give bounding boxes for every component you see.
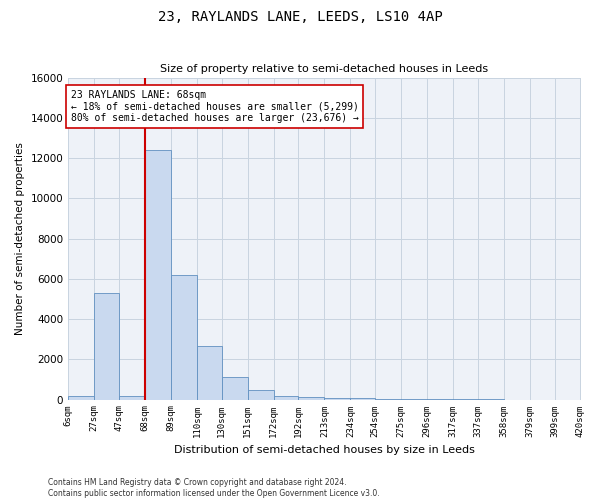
Text: 23, RAYLANDS LANE, LEEDS, LS10 4AP: 23, RAYLANDS LANE, LEEDS, LS10 4AP: [158, 10, 442, 24]
Bar: [350, 398, 375, 400]
Bar: [221, 378, 248, 400]
Bar: [68, 396, 94, 400]
Bar: [248, 390, 274, 400]
Bar: [325, 398, 350, 400]
Text: Contains HM Land Registry data © Crown copyright and database right 2024.
Contai: Contains HM Land Registry data © Crown c…: [48, 478, 380, 498]
Y-axis label: Number of semi-detached properties: Number of semi-detached properties: [15, 142, 25, 335]
Title: Size of property relative to semi-detached houses in Leeds: Size of property relative to semi-detach…: [160, 64, 488, 74]
Bar: [274, 396, 298, 400]
Bar: [197, 346, 221, 400]
Bar: [171, 275, 197, 400]
Bar: [145, 150, 171, 400]
X-axis label: Distribution of semi-detached houses by size in Leeds: Distribution of semi-detached houses by …: [174, 445, 475, 455]
Text: 23 RAYLANDS LANE: 68sqm
← 18% of semi-detached houses are smaller (5,299)
80% of: 23 RAYLANDS LANE: 68sqm ← 18% of semi-de…: [71, 90, 359, 123]
Bar: [119, 396, 145, 400]
Bar: [298, 397, 325, 400]
Bar: [94, 293, 119, 400]
Bar: [375, 399, 401, 400]
